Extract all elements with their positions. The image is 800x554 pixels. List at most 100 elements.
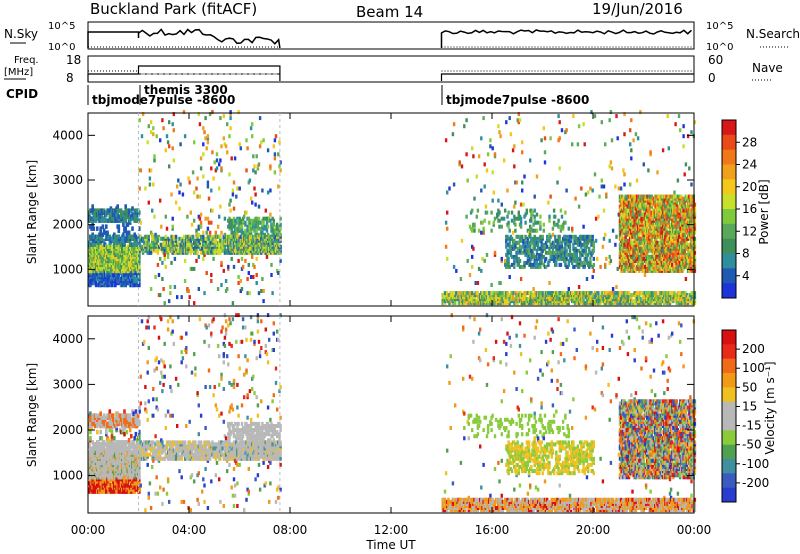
data-cell bbox=[471, 146, 474, 151]
data-cell bbox=[646, 250, 649, 255]
data-cell bbox=[161, 277, 164, 281]
data-cell bbox=[246, 228, 249, 233]
data-cell bbox=[202, 256, 205, 261]
data-cell bbox=[617, 186, 620, 191]
data-cell bbox=[485, 210, 489, 215]
data-cell bbox=[229, 110, 232, 115]
data-cell bbox=[499, 134, 502, 139]
data-cell bbox=[269, 188, 272, 193]
data-cell bbox=[226, 287, 229, 291]
data-cell bbox=[588, 238, 591, 243]
data-cell bbox=[552, 250, 556, 255]
data-cell bbox=[481, 220, 484, 225]
data-cell bbox=[208, 230, 212, 235]
data-cell bbox=[279, 222, 282, 227]
data-cell bbox=[238, 186, 241, 191]
data-cell bbox=[159, 138, 162, 143]
data-cell bbox=[627, 291, 631, 296]
data-cell bbox=[635, 178, 639, 183]
data-cell bbox=[279, 226, 282, 231]
data-cell bbox=[579, 240, 582, 245]
cpid-entry-2: tbjmode7pulse -8600 bbox=[446, 93, 589, 107]
data-cell bbox=[279, 216, 282, 221]
data-cell bbox=[218, 162, 221, 167]
data-cell bbox=[508, 116, 511, 121]
data-cell bbox=[480, 136, 483, 141]
data-cell bbox=[203, 252, 206, 257]
data-cell bbox=[159, 198, 162, 203]
data-cell bbox=[277, 271, 280, 275]
data-cell bbox=[564, 234, 567, 239]
data-cell bbox=[162, 287, 165, 291]
data-cell bbox=[206, 180, 210, 185]
data-cell bbox=[218, 186, 221, 191]
data-cell bbox=[173, 256, 177, 261]
data-cell bbox=[210, 279, 213, 283]
data-cell bbox=[551, 226, 555, 231]
data-cell bbox=[271, 250, 274, 255]
data-cell bbox=[187, 289, 190, 293]
data-cell bbox=[507, 224, 510, 229]
data-cell bbox=[502, 216, 506, 221]
data-cell bbox=[499, 299, 502, 304]
data-cell bbox=[554, 222, 557, 227]
data-cell bbox=[218, 214, 221, 219]
data-cell bbox=[448, 186, 451, 191]
data-cell bbox=[149, 130, 153, 135]
data-cell bbox=[258, 144, 262, 149]
data-cell bbox=[597, 291, 600, 296]
data-cell bbox=[582, 122, 585, 127]
data-cell bbox=[276, 226, 279, 231]
data-cell bbox=[177, 178, 180, 183]
data-cell bbox=[466, 178, 469, 183]
data-cell bbox=[183, 242, 187, 247]
data-cell bbox=[452, 182, 456, 187]
data-cell bbox=[584, 192, 588, 197]
data-cell bbox=[163, 252, 166, 257]
data-cell bbox=[199, 250, 203, 255]
data-cell bbox=[611, 228, 615, 233]
data-cell bbox=[270, 273, 273, 277]
data-cell bbox=[264, 208, 267, 213]
data-cell bbox=[222, 114, 225, 119]
data-cell bbox=[257, 291, 261, 296]
data-cell bbox=[511, 148, 515, 153]
data-cell bbox=[646, 236, 649, 241]
data-cell bbox=[206, 134, 210, 139]
data-cell bbox=[610, 138, 614, 143]
data-cell bbox=[444, 244, 448, 249]
data-cell bbox=[559, 208, 563, 213]
data-cell bbox=[542, 228, 545, 233]
data-cell bbox=[269, 218, 272, 223]
data-cell bbox=[615, 114, 618, 119]
data-cell bbox=[279, 232, 282, 237]
data-cell bbox=[166, 254, 170, 259]
data-cell bbox=[572, 242, 575, 247]
data-cell bbox=[262, 299, 265, 304]
data-cell bbox=[170, 192, 173, 197]
data-cell bbox=[116, 204, 119, 209]
data-cell bbox=[491, 198, 494, 203]
data-cell bbox=[477, 154, 481, 159]
data-cell bbox=[602, 184, 606, 189]
data-cell bbox=[219, 116, 222, 121]
data-cell bbox=[524, 244, 527, 249]
data-cell bbox=[168, 164, 171, 169]
data-cell bbox=[622, 168, 625, 173]
data-cell bbox=[496, 214, 499, 219]
nave-tick-top: 60 bbox=[708, 53, 723, 67]
data-cell bbox=[198, 122, 202, 127]
data-cell bbox=[465, 152, 468, 157]
data-cell bbox=[170, 234, 173, 239]
data-cell bbox=[124, 226, 127, 231]
data-cell bbox=[614, 184, 617, 189]
data-cell bbox=[565, 128, 568, 133]
data-cell bbox=[542, 126, 545, 131]
data-cell bbox=[172, 112, 175, 117]
data-cell bbox=[588, 246, 591, 251]
data-cell bbox=[153, 154, 156, 159]
data-cell bbox=[251, 122, 254, 127]
data-cell bbox=[246, 246, 249, 251]
data-cell bbox=[176, 295, 179, 300]
data-cell bbox=[236, 186, 239, 191]
